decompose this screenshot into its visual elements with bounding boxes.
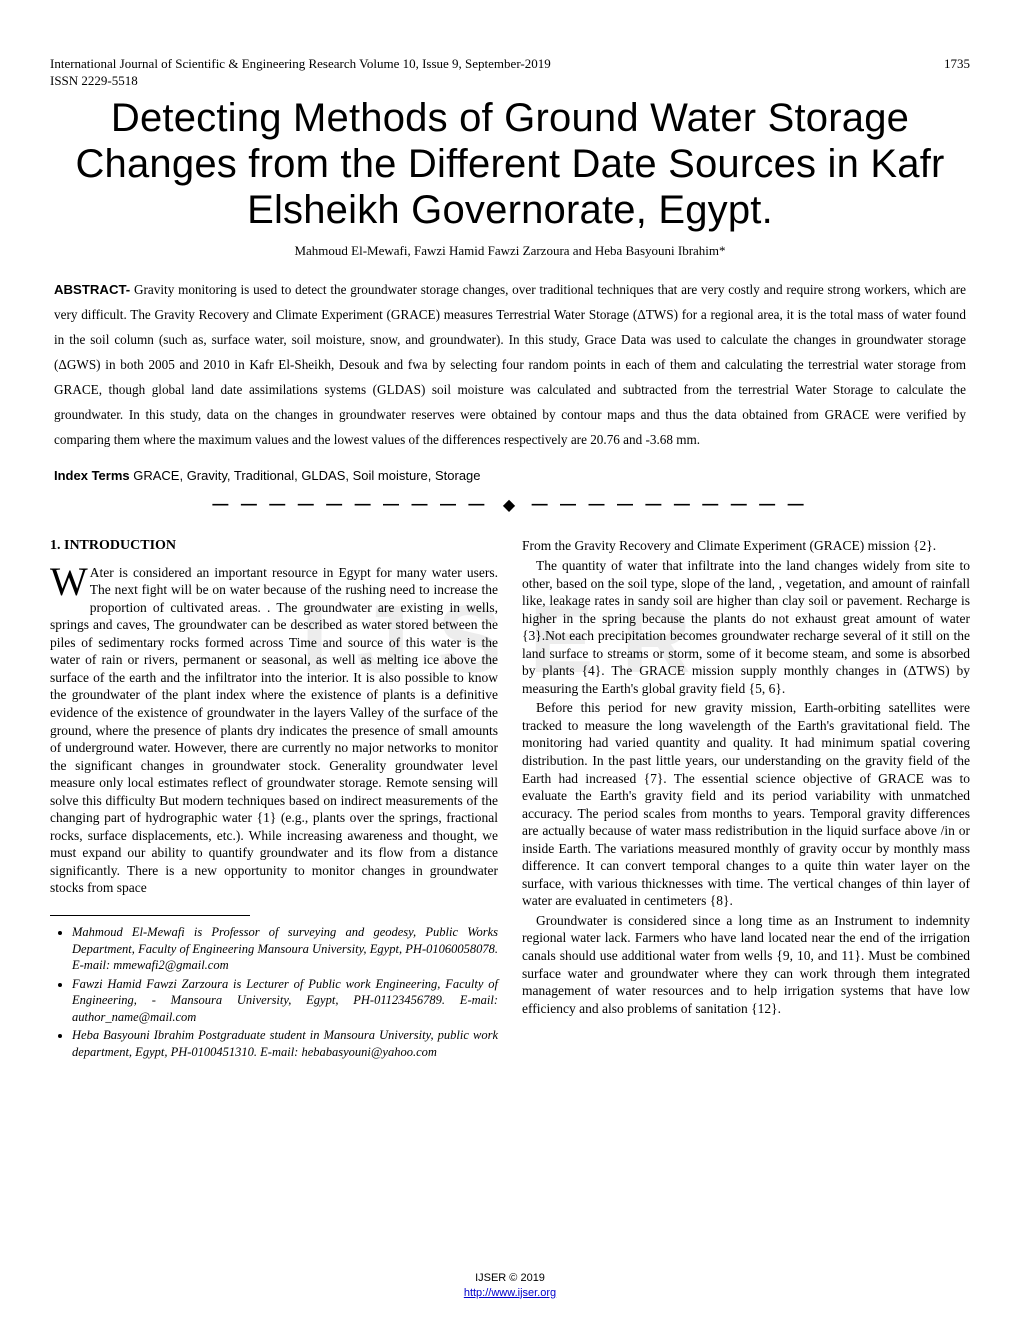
section-separator: — — — — — — — — — — ◆ — — — — — — — — — …: [50, 495, 970, 515]
author-info-separator: [50, 915, 250, 916]
dash-left-icon: — — — — — — — — — —: [212, 497, 488, 514]
page-number: 1735: [944, 56, 970, 73]
issn: ISSN 2229-5518: [50, 73, 970, 89]
journal-line: International Journal of Scientific & En…: [50, 56, 551, 73]
left-column: 1. INTRODUCTION WAter is considered an i…: [50, 537, 498, 1062]
running-header: International Journal of Scientific & En…: [50, 56, 970, 73]
abstract-text: Gravity monitoring is used to detect the…: [54, 282, 966, 447]
author-info-item: Heba Basyouni Ibrahim Postgraduate stude…: [72, 1027, 498, 1060]
footer-link[interactable]: http://www.ijser.org: [464, 1287, 556, 1299]
author-info-item: Mahmoud El-Mewafi is Professor of survey…: [72, 924, 498, 974]
page-footer: IJSER © 2019 http://www.ijser.org: [0, 1271, 1020, 1300]
author-info-item: Fawzi Hamid Fawzi Zarzoura is Lecturer o…: [72, 976, 498, 1026]
col2-para-3: Before this period for new gravity missi…: [522, 699, 970, 910]
dash-right-icon: — — — — — — — — — —: [532, 497, 808, 514]
paper-title: Detecting Methods of Ground Water Storag…: [50, 95, 970, 233]
col2-para-4: Groundwater is considered since a long t…: [522, 912, 970, 1017]
abstract-label: ABSTRACT-: [54, 282, 130, 297]
authors-line: Mahmoud El-Mewafi, Fawzi Hamid Fawzi Zar…: [50, 243, 970, 259]
abstract: ABSTRACT- Gravity monitoring is used to …: [54, 277, 966, 453]
intro-text: Ater is considered an important resource…: [50, 565, 498, 896]
section-1-heading: 1. INTRODUCTION: [50, 537, 498, 555]
footer-copyright: IJSER © 2019: [0, 1271, 1020, 1285]
index-terms: Index Terms GRACE, Gravity, Traditional,…: [54, 468, 966, 483]
two-column-body: 1. INTRODUCTION WAter is considered an i…: [50, 537, 970, 1062]
author-info-list: Mahmoud El-Mewafi is Professor of survey…: [50, 924, 498, 1060]
col2-para-2: The quantity of water that infiltrate in…: [522, 557, 970, 697]
right-column: From the Gravity Recovery and Climate Ex…: [522, 537, 970, 1062]
intro-paragraph-1: WAter is considered an important resourc…: [50, 564, 498, 897]
diamond-icon: ◆: [495, 495, 525, 515]
dropcap-letter: W: [50, 564, 90, 600]
index-terms-label: Index Terms: [54, 468, 130, 483]
col2-para-1: From the Gravity Recovery and Climate Ex…: [522, 537, 970, 555]
index-terms-text: GRACE, Gravity, Traditional, GLDAS, Soil…: [130, 468, 481, 483]
